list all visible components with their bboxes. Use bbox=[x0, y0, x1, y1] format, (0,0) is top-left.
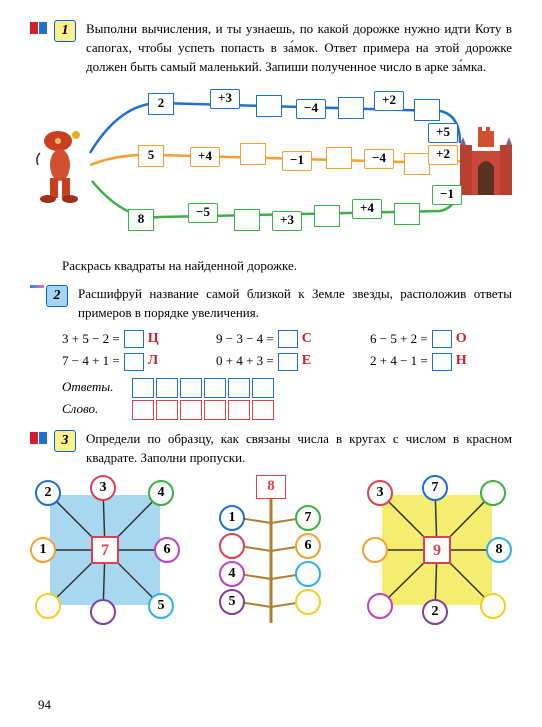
word-boxes bbox=[132, 400, 274, 420]
path-blue-box1[interactable] bbox=[256, 95, 282, 117]
task1-diagram: 2 +3 −4 +2 +5 5 +4 −1 −4 +2 8 −5 +3 +4 −… bbox=[30, 83, 512, 253]
answers-label: Ответы. bbox=[62, 378, 122, 397]
path-green-box3[interactable] bbox=[394, 203, 420, 225]
center-number: 9 bbox=[423, 536, 451, 564]
task2-number: 2 bbox=[46, 285, 68, 307]
eq-letter: Е bbox=[302, 351, 318, 371]
ans-box[interactable] bbox=[132, 378, 154, 398]
answers-boxes bbox=[132, 378, 274, 398]
equation-4: 0 + 4 + 3 = Е bbox=[216, 351, 358, 371]
fishbone-diagram: 8 17645 bbox=[201, 475, 341, 625]
path-orange-box2[interactable] bbox=[326, 147, 352, 169]
path-orange-box3[interactable] bbox=[404, 153, 430, 175]
path-orange-op3: +2 bbox=[428, 145, 458, 165]
path-green-start: 8 bbox=[128, 209, 154, 231]
task2-header: 2 Расшифруй название самой близкой к Зем… bbox=[30, 285, 512, 323]
eq-expr: 3 + 5 − 2 = bbox=[62, 330, 120, 349]
ans-box[interactable] bbox=[180, 378, 202, 398]
eq-letter: С bbox=[302, 329, 318, 349]
path-orange-op1: −1 bbox=[282, 151, 312, 171]
path-orange-op2: −4 bbox=[364, 149, 394, 169]
path-green-op0: −5 bbox=[188, 203, 218, 223]
path-blue-op2: +2 bbox=[374, 91, 404, 111]
path-blue-op0: +3 bbox=[210, 89, 240, 109]
eq-answer-box[interactable] bbox=[432, 330, 452, 348]
eq-letter: О bbox=[456, 329, 472, 349]
eq-letter: Л bbox=[148, 351, 164, 371]
task2-text: Расшифруй название самой близкой к Земле… bbox=[78, 285, 512, 323]
task1-header: 1 Выполни вычисления, и ты узнаешь, по к… bbox=[30, 20, 512, 77]
spider-diagram-2: 9 3782 bbox=[362, 475, 512, 625]
ans-box[interactable] bbox=[252, 378, 274, 398]
path-orange-box1[interactable] bbox=[240, 143, 266, 165]
word-box[interactable] bbox=[180, 400, 202, 420]
task1-text: Выполни вычисления, и ты узнаешь, по как… bbox=[86, 20, 512, 77]
spider-diagram-1: 7 234165 bbox=[30, 475, 180, 625]
task1-subtext: Раскрась квадраты на найденной дорожке. bbox=[62, 257, 512, 276]
equation-3: 7 − 4 + 1 = Л bbox=[62, 351, 204, 371]
path-green-box1[interactable] bbox=[234, 209, 260, 231]
path-orange-start: 5 bbox=[138, 145, 164, 167]
book-icon bbox=[30, 432, 48, 446]
equation-0: 3 + 5 − 2 = Ц bbox=[62, 329, 204, 349]
path-orange-op0: +4 bbox=[190, 147, 220, 167]
word-box[interactable] bbox=[156, 400, 178, 420]
eq-answer-box[interactable] bbox=[278, 353, 298, 371]
eq-expr: 9 − 3 − 4 = bbox=[216, 330, 274, 349]
task2-equations: 3 + 5 − 2 = Ц 9 − 3 − 4 = С 6 − 5 + 2 = … bbox=[62, 329, 512, 372]
eq-answer-box[interactable] bbox=[278, 330, 298, 348]
path-green-op1: +3 bbox=[272, 211, 302, 231]
castle-illustration bbox=[460, 127, 512, 201]
eq-expr: 2 + 4 − 1 = bbox=[370, 352, 428, 371]
task2-answers-row: Ответы. bbox=[62, 378, 512, 398]
equation-5: 2 + 4 − 1 = Н bbox=[370, 351, 512, 371]
task3-text: Определи по образцу, как связаны числа в… bbox=[86, 430, 512, 468]
eq-answer-box[interactable] bbox=[124, 330, 144, 348]
eq-answer-box[interactable] bbox=[432, 353, 452, 371]
book-icon bbox=[30, 22, 48, 36]
task2-word-row: Слово. bbox=[62, 400, 512, 420]
equation-2: 6 − 5 + 2 = О bbox=[370, 329, 512, 349]
eq-expr: 0 + 4 + 3 = bbox=[216, 352, 274, 371]
eq-letter: Н bbox=[456, 351, 472, 371]
path-green-op2: +4 bbox=[352, 199, 382, 219]
eq-letter: Ц bbox=[148, 329, 164, 349]
word-box[interactable] bbox=[132, 400, 154, 420]
word-box[interactable] bbox=[204, 400, 226, 420]
task3-header: 3 Определи по образцу, как связаны числа… bbox=[30, 430, 512, 468]
task3-number: 3 bbox=[54, 430, 76, 452]
cat-illustration bbox=[30, 123, 90, 203]
word-label: Слово. bbox=[62, 400, 122, 419]
eq-expr: 7 − 4 + 1 = bbox=[62, 352, 120, 371]
center-number: 7 bbox=[91, 536, 119, 564]
task3-diagram: 7 234165 8 17645 9 bbox=[30, 475, 512, 625]
path-blue-box3[interactable] bbox=[414, 99, 440, 121]
task1-number: 1 bbox=[54, 20, 76, 42]
equation-1: 9 − 3 − 4 = С bbox=[216, 329, 358, 349]
word-box[interactable] bbox=[252, 400, 274, 420]
fishbone-top: 8 bbox=[256, 475, 286, 499]
word-box[interactable] bbox=[228, 400, 250, 420]
path-blue-box2[interactable] bbox=[338, 97, 364, 119]
path-blue-op1: −4 bbox=[296, 99, 326, 119]
path-green-op3: −1 bbox=[432, 185, 462, 205]
ans-box[interactable] bbox=[228, 378, 250, 398]
ans-box[interactable] bbox=[204, 378, 226, 398]
ans-box[interactable] bbox=[156, 378, 178, 398]
marker-icon bbox=[30, 285, 44, 288]
path-green-box2[interactable] bbox=[314, 205, 340, 227]
path-blue-start: 2 bbox=[148, 93, 174, 115]
page-number: 94 bbox=[38, 696, 51, 715]
path-blue-op3: +5 bbox=[428, 123, 458, 143]
eq-answer-box[interactable] bbox=[124, 353, 144, 371]
eq-expr: 6 − 5 + 2 = bbox=[370, 330, 428, 349]
